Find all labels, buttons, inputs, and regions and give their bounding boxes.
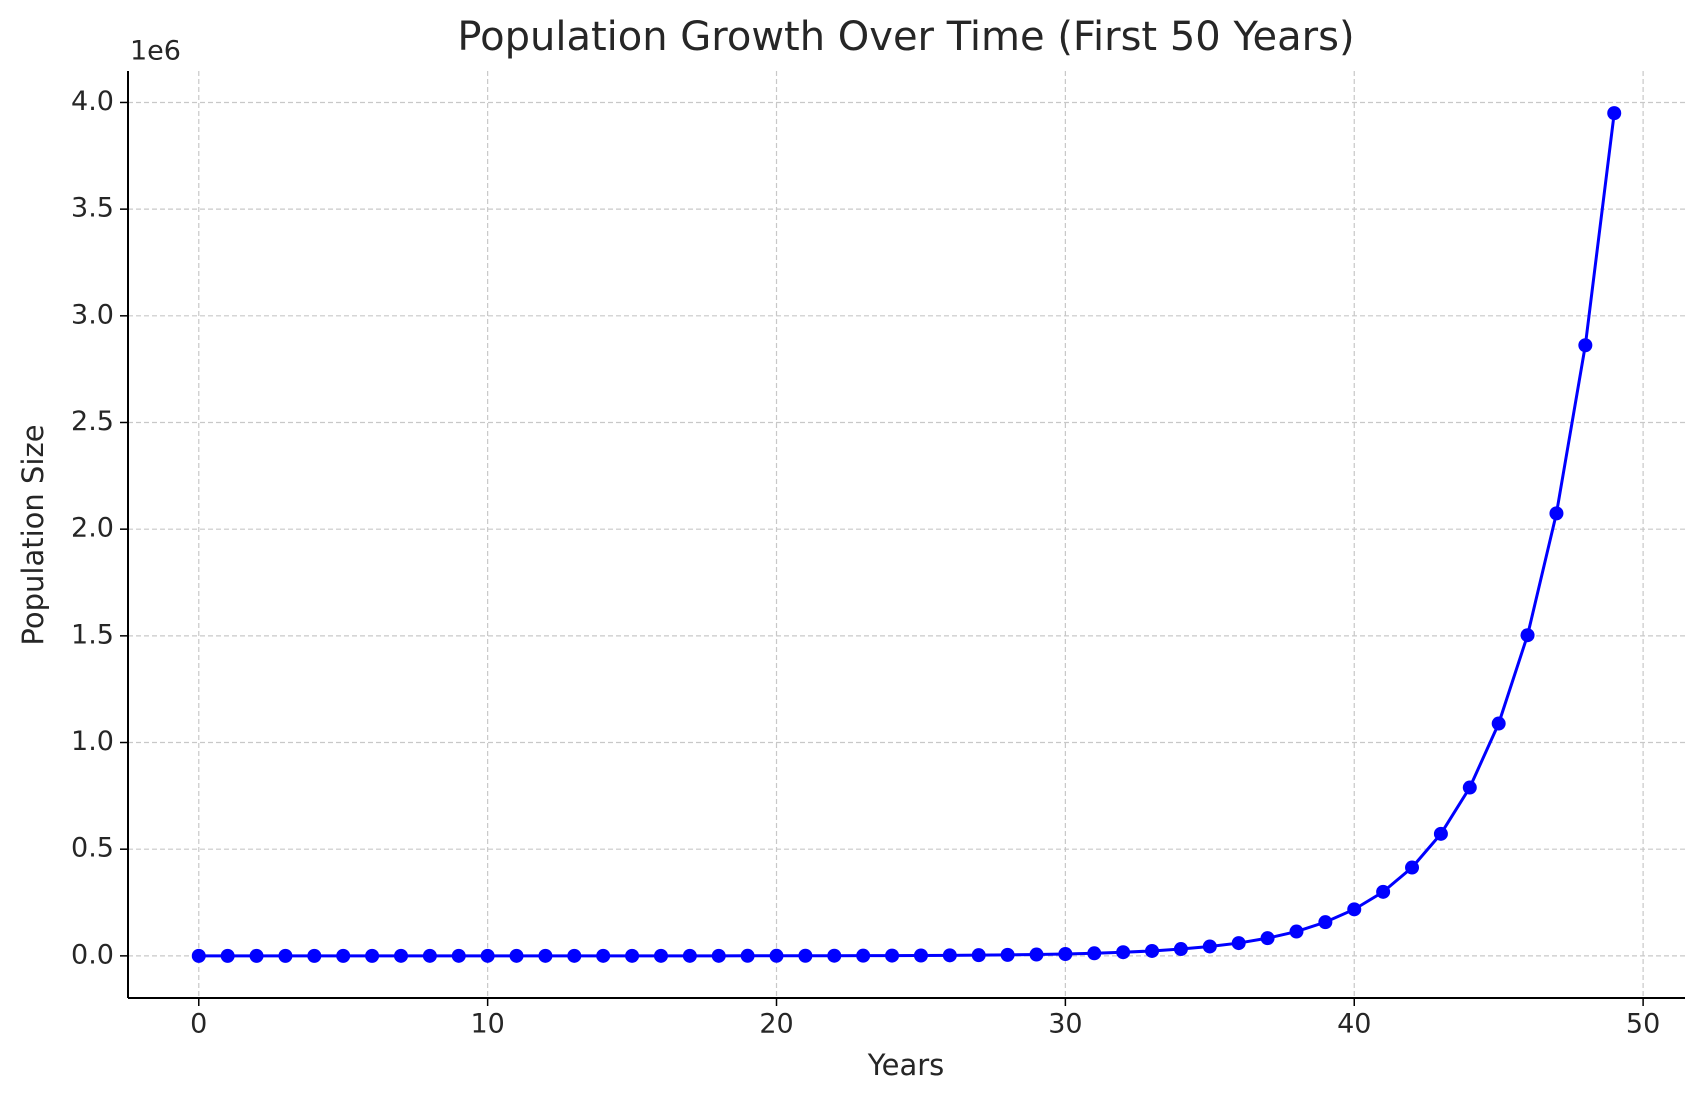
marker	[538, 948, 553, 963]
marker	[451, 948, 466, 963]
line	[198, 112, 1616, 958]
y-tick-label: 0.5	[71, 833, 114, 864]
marker	[480, 948, 495, 963]
marker	[856, 948, 871, 963]
marker	[191, 948, 206, 963]
y-tick-label: 3.5	[71, 193, 114, 224]
marker	[1173, 942, 1188, 957]
marker	[625, 948, 640, 963]
marker	[1000, 947, 1015, 962]
marker	[740, 948, 755, 963]
marker	[1029, 947, 1044, 962]
marker	[365, 948, 380, 963]
marker	[1347, 902, 1362, 917]
y-tick-label: 4.0	[71, 86, 114, 117]
marker	[1289, 924, 1304, 939]
marker	[1058, 947, 1073, 962]
marker	[1405, 860, 1420, 875]
y-tick-label: 2.0	[71, 513, 114, 544]
y-tick-label: 2.5	[71, 406, 114, 437]
x-tick-label: 10	[470, 1009, 504, 1040]
marker	[1462, 780, 1477, 795]
marker	[596, 948, 611, 963]
marker	[711, 948, 726, 963]
x-tick-label: 0	[190, 1009, 207, 1040]
marker	[336, 948, 351, 963]
marker	[307, 948, 322, 963]
y-tick-label: 1.0	[71, 726, 114, 757]
x-tick-label: 50	[1626, 1009, 1660, 1040]
marker	[913, 948, 928, 963]
marker	[1318, 915, 1333, 930]
marker	[653, 948, 668, 963]
marker	[422, 948, 437, 963]
marker	[1116, 945, 1131, 960]
marker	[1145, 943, 1160, 958]
y-offset-label: 1e6	[130, 36, 181, 67]
x-tick-label: 20	[759, 1009, 793, 1040]
marker	[393, 948, 408, 963]
marker	[682, 948, 697, 963]
y-axis-label: Population Size	[16, 424, 50, 645]
chart-title: Population Growth Over Time (First 50 Ye…	[457, 14, 1354, 60]
marker	[885, 948, 900, 963]
marker	[798, 948, 813, 963]
marker	[1433, 826, 1448, 841]
marker	[1202, 939, 1217, 954]
marker	[1231, 936, 1246, 951]
marker	[509, 948, 524, 963]
y-tick-label: 1.5	[71, 619, 114, 650]
marker	[769, 948, 784, 963]
x-tick-label: 30	[1048, 1009, 1082, 1040]
marker	[1607, 106, 1622, 121]
y-tick-label: 0.0	[71, 939, 114, 970]
marker	[249, 948, 264, 963]
marker	[1260, 931, 1275, 946]
marker	[1520, 628, 1535, 643]
marker	[1578, 338, 1593, 353]
marker	[567, 948, 582, 963]
marker	[971, 948, 986, 963]
marker	[220, 948, 235, 963]
marker	[942, 948, 957, 963]
marker	[1549, 506, 1564, 521]
marker	[278, 948, 293, 963]
marker	[1087, 946, 1102, 961]
marker	[1376, 884, 1391, 899]
y-tick-label: 3.0	[71, 299, 114, 330]
marker	[827, 948, 842, 963]
x-tick-label: 40	[1337, 1009, 1371, 1040]
x-axis-label: Years	[867, 1048, 945, 1082]
marker	[1491, 716, 1506, 731]
